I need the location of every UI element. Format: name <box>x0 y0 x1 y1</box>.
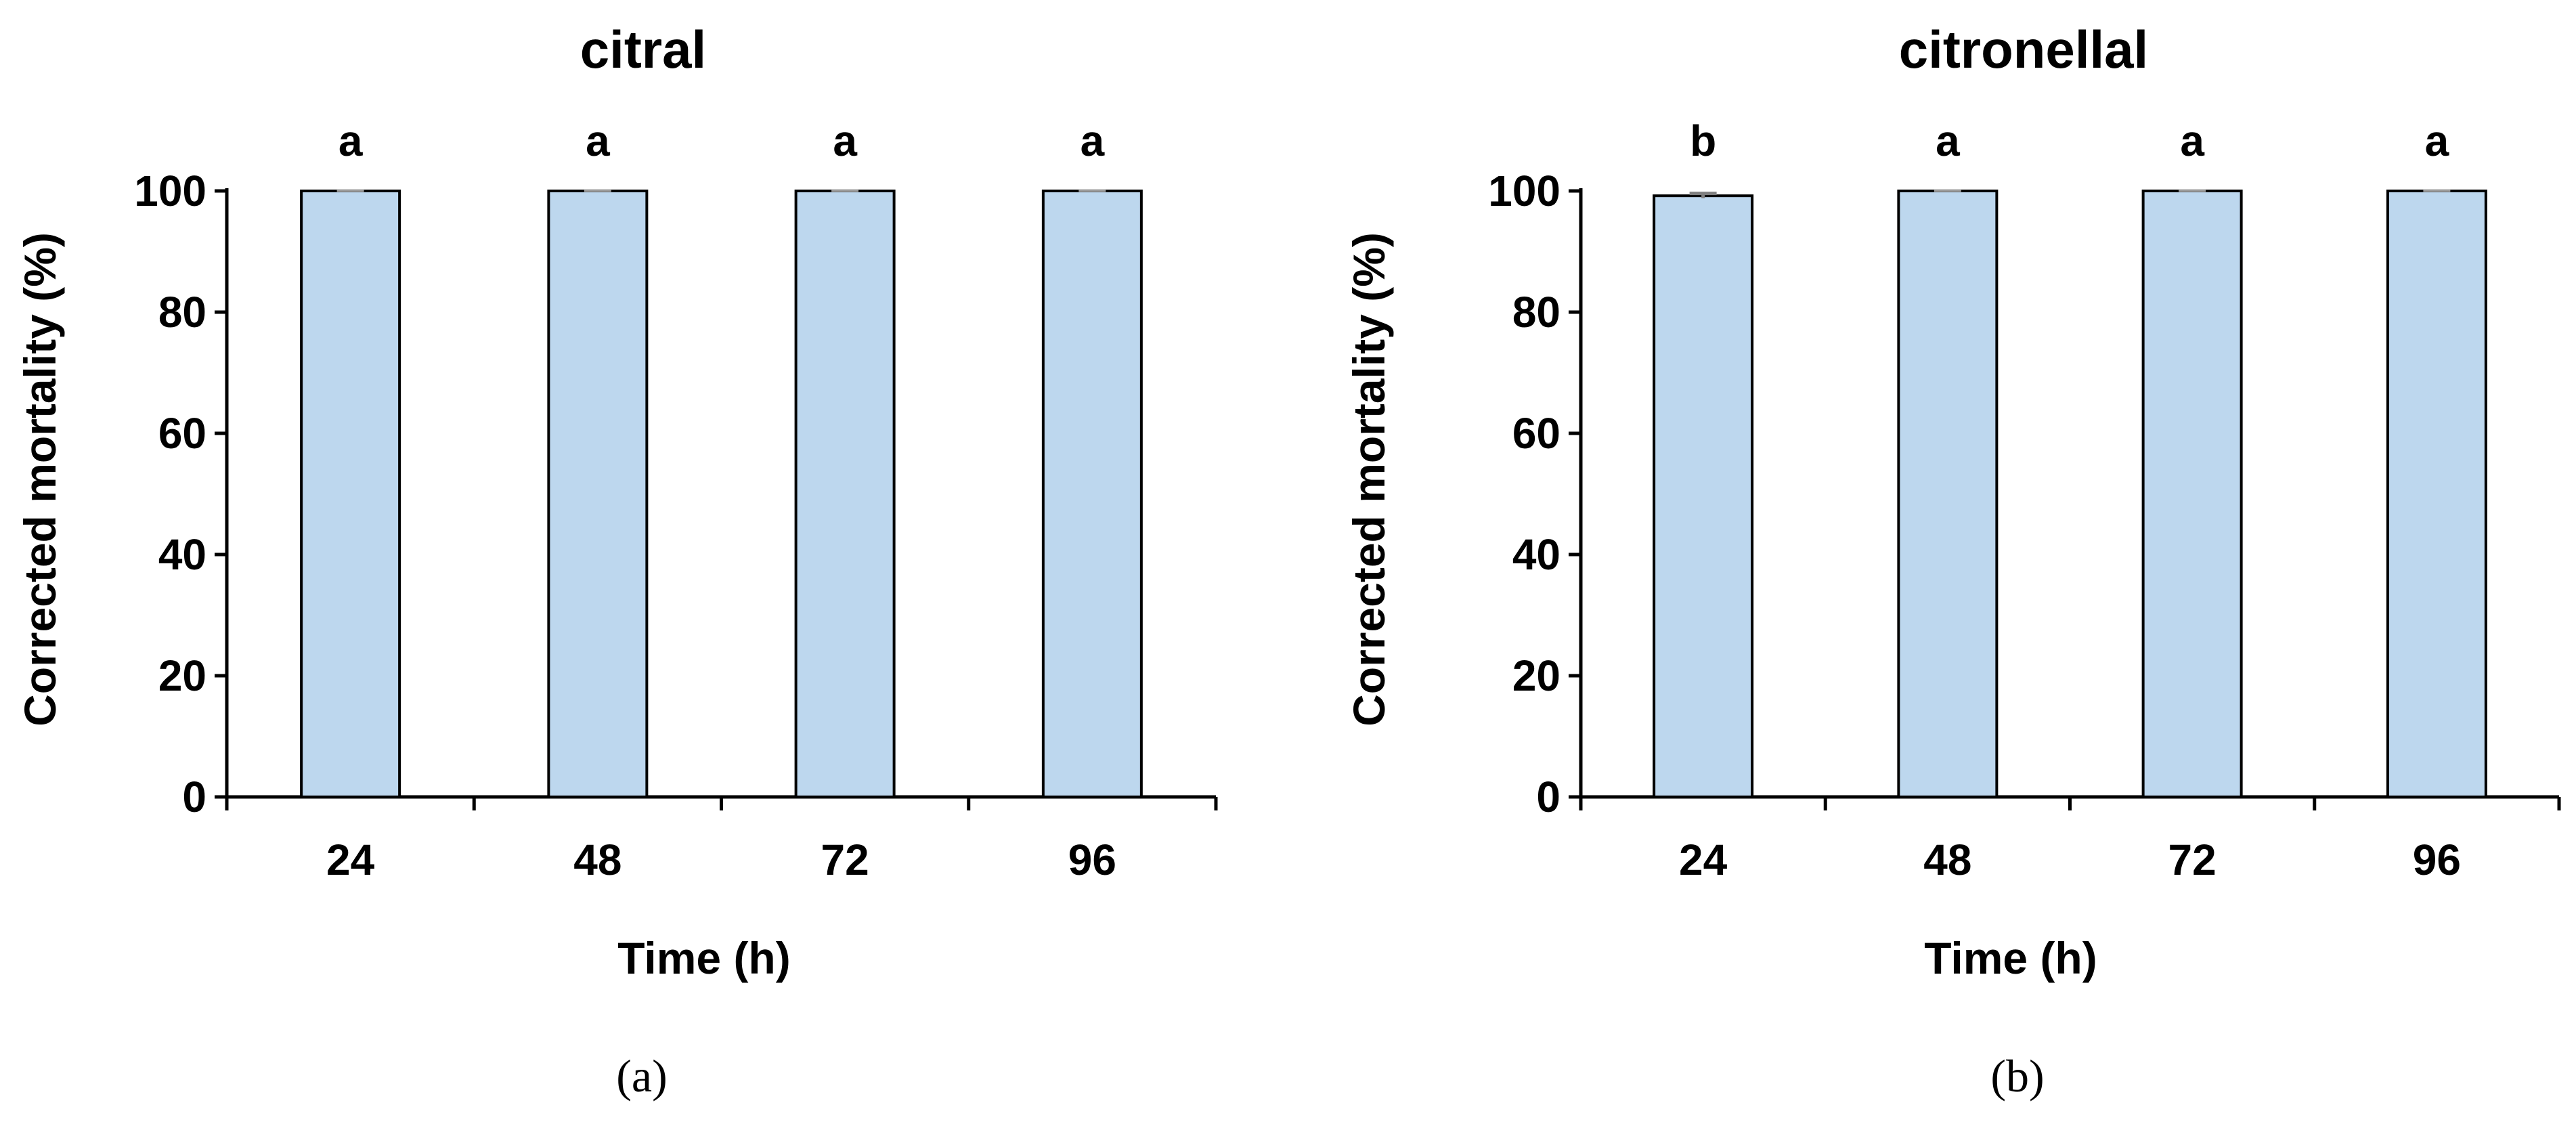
chart-panel-b: citronellal Corrected mortality (%) Time… <box>1288 0 2574 1128</box>
x-tick-label: 72 <box>821 836 869 884</box>
y-axis-label: Corrected mortality (%) <box>1344 232 1394 726</box>
y-tick-label: 80 <box>158 288 206 337</box>
y-tick-label: 80 <box>1512 288 1560 337</box>
bar <box>2143 191 2242 797</box>
y-tick-label: 40 <box>158 530 206 579</box>
panel-label: (a) <box>616 1050 667 1102</box>
y-tick-label: 100 <box>1488 167 1560 215</box>
y-tick-label: 40 <box>1512 530 1560 579</box>
x-axis-label: Time (h) <box>1924 933 2097 983</box>
chart-panel-a: citral Corrected mortality (%) Time (h) … <box>0 0 1286 1128</box>
y-tick-label: 60 <box>1512 409 1560 458</box>
x-axis-label: Time (h) <box>617 933 790 983</box>
x-tick-label: 48 <box>1923 836 1971 884</box>
y-tick-label: 0 <box>182 773 206 821</box>
chart-title: citral <box>580 20 706 79</box>
bar <box>2388 191 2486 797</box>
bar <box>1654 196 1752 797</box>
y-tick-label: 60 <box>158 409 206 458</box>
x-tick-label: 72 <box>2168 836 2217 884</box>
chart-title: citronellal <box>1899 20 2148 79</box>
panel-label: (b) <box>1990 1050 2044 1102</box>
bar <box>301 191 399 797</box>
y-tick-label: 20 <box>158 651 206 700</box>
bar <box>796 191 894 797</box>
x-tick-label: 96 <box>1068 836 1116 884</box>
bar <box>1043 191 1141 797</box>
bar <box>1898 191 1996 797</box>
y-axis-label: Corrected mortality (%) <box>15 232 65 726</box>
y-tick-label: 100 <box>134 167 206 215</box>
significance-letter: a <box>2425 116 2449 165</box>
significance-letter: b <box>1690 116 1716 165</box>
significance-letter: a <box>339 116 363 165</box>
y-tick-label: 20 <box>1512 651 1560 700</box>
bar <box>548 191 647 797</box>
significance-letter: a <box>1936 116 1960 165</box>
significance-letter: a <box>833 116 857 165</box>
x-tick-label: 48 <box>573 836 621 884</box>
x-tick-label: 96 <box>2413 836 2461 884</box>
significance-letter: a <box>2180 116 2204 165</box>
x-tick-label: 24 <box>1679 836 1728 884</box>
x-tick-label: 24 <box>326 836 375 884</box>
significance-letter: a <box>1080 116 1105 165</box>
y-tick-label: 0 <box>1536 773 1560 821</box>
significance-letter: a <box>586 116 610 165</box>
